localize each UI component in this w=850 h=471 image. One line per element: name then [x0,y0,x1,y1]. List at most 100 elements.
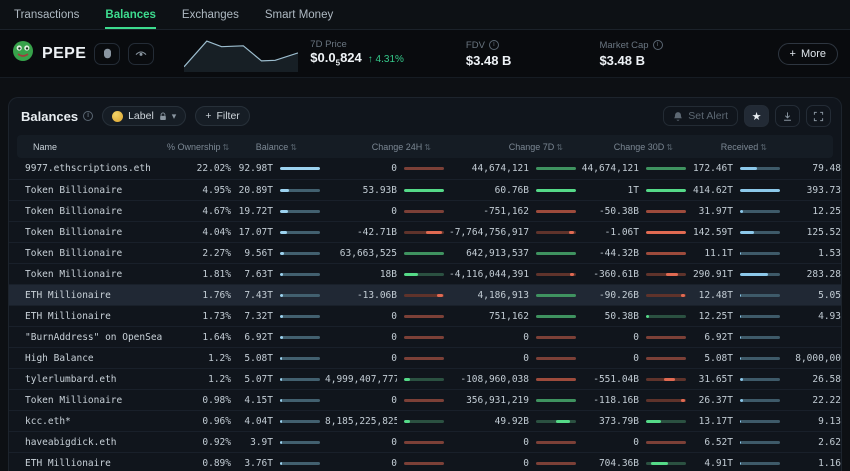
row-balance: 6.92T [244,331,273,343]
contract-icon [103,48,111,59]
received-bar [733,167,785,170]
table-row[interactable]: Token Billionaire 4.95% 20.89T 53.93B 60… [9,179,841,200]
market-cap-block: Market Cap $3.48 B [599,40,663,68]
row-balance: 17.07T [238,226,273,238]
watch-button[interactable] [128,42,155,65]
table-row[interactable]: ETH Millionaire 1.76% 7.43T -13.06B 4,18… [9,284,841,305]
row-change-7d: 0 [523,352,529,364]
favorite-button[interactable]: ★ [744,105,769,127]
token-group: PEPE [12,40,155,67]
filter-button[interactable]: + Filter [195,106,250,126]
table-row[interactable]: 9977.ethscriptions.eth 22.02% 92.98T 0 4… [9,158,841,179]
col-header-balance[interactable]: Balance ⇅ [255,141,297,152]
row-ownership: 2.27% [202,247,231,259]
row-name[interactable]: ETH Millionaire [25,310,111,322]
change-7d-bar [529,356,581,360]
row-name[interactable]: ETH Millionaire [25,457,111,469]
row-received: 290.91T [692,268,733,280]
row-name[interactable]: Token Billionaire [25,184,123,196]
received-bar [733,356,785,360]
row-sent: 12.25 [812,205,841,217]
change-7d-bar [529,398,581,402]
row-ownership: 0.96% [202,415,231,427]
balance-bar [273,167,325,170]
row-name[interactable]: Token Billionaire [25,247,123,259]
row-name[interactable]: "BurnAddress" on OpenSea [25,331,163,343]
col-header-change-7d[interactable]: Change 7D ⇅ [508,141,563,152]
row-change-7d: 60.76B [494,184,529,196]
row-received: 12.25T [698,310,733,322]
row-balance: 5.07T [244,373,273,385]
tab-transactions[interactable]: Transactions [14,8,80,21]
row-name[interactable]: Token Millionaire [25,394,123,406]
change-30d-bar [639,167,691,170]
table-row[interactable]: tylerlumbard.eth 1.2% 5.07T 4,999,407,77… [9,368,841,389]
row-change-24h: 0 [391,394,397,406]
change-7d-bar [529,419,581,423]
row-ownership: 0.89% [202,457,231,469]
row-received: 13.17T [698,415,733,427]
bell-icon [674,111,683,121]
table-row[interactable]: Token Billionaire 4.04% 17.07T -42.71B -… [9,221,841,242]
col-header-change-30d[interactable]: Change 30D ⇅ [613,141,673,152]
table-row[interactable]: Token Millionaire 0.98% 4.15T 0 356,931,… [9,389,841,410]
row-balance: 20.89T [238,184,273,196]
row-change-7d: 751,162 [488,310,529,322]
row-name[interactable]: High Balance [25,352,94,364]
row-sent: 1.53 [818,247,841,259]
row-name[interactable]: kcc.eth* [25,415,71,427]
change-7d-bar [529,293,581,297]
row-name[interactable]: Token Millionaire [25,268,123,280]
label-filter-chip[interactable]: Label ▾ [102,106,187,126]
table-row[interactable]: kcc.eth* 0.96% 4.04T 8,185,225,825 49.92… [9,410,841,431]
change-7d-bar [529,314,581,318]
row-name[interactable]: haveabigdick.eth [25,436,117,448]
change-7d-bar [529,335,581,339]
table-row[interactable]: haveabigdick.eth 0.92% 3.9T 0 0 0 6.52T … [9,431,841,452]
change-24h-bar [397,440,449,444]
table-row[interactable]: ETH Millionaire 1.73% 7.32T 0 751,162 50… [9,305,841,326]
col-header-change-24h[interactable]: Change 24H ⇅ [371,141,431,152]
table-row[interactable]: "BurnAddress" on OpenSea 1.64% 6.92T 0 0… [9,326,841,347]
change-24h-bar [397,419,449,423]
download-button[interactable] [775,105,800,127]
sort-icon: ⇅ [760,142,767,152]
received-bar [733,251,785,255]
more-button[interactable]: + More [777,42,838,65]
info-icon[interactable] [488,40,499,50]
table-row[interactable]: Token Billionaire 2.27% 9.56T 63,663,525… [9,242,841,263]
received-bar [733,440,785,444]
change-7d-bar [529,377,581,381]
table-row[interactable]: ETH Millionaire 0.89% 3.76T 0 0 704.36B … [9,452,841,471]
fdv-block: FDV $3.48 B [466,40,512,68]
row-change-30d: -50.38B [598,205,639,217]
row-name[interactable]: ETH Millionaire [25,289,111,301]
info-icon[interactable] [652,40,663,50]
tab-smart-money[interactable]: Smart Money [264,8,334,21]
row-name[interactable]: 9977.ethscriptions.eth [25,163,151,174]
col-header-received[interactable]: Received ⇅ [720,141,767,152]
table-row[interactable]: Token Billionaire 4.67% 19.72T 0 -751,16… [9,200,841,221]
row-sent: 4.93 [818,310,841,322]
info-icon[interactable] [83,111,94,121]
fullscreen-button[interactable] [806,105,831,127]
token-logo-icon [12,40,34,67]
contract-button[interactable] [94,42,121,65]
row-balance: 19.72T [238,205,273,217]
table-row[interactable]: High Balance 1.2% 5.08T 0 0 0 5.08T 8,00… [9,347,841,368]
row-change-7d: -7,764,756,917 [449,226,529,238]
row-name[interactable]: Token Billionaire [25,205,123,217]
change-7d-bar [529,440,581,444]
tab-balances[interactable]: Balances [105,0,156,29]
price-value: $0.05824 [310,50,362,68]
set-alert-button[interactable]: Set Alert [663,106,738,126]
row-sent: 5.05 [818,289,841,301]
row-ownership: 1.64% [202,331,231,343]
col-header-ownership[interactable]: % Ownership ⇅ [167,141,230,152]
tab-exchanges[interactable]: Exchanges [181,8,239,21]
table-row[interactable]: Token Millionaire 1.81% 7.63T 18B -4,116… [9,263,841,284]
row-name[interactable]: Token Billionaire [25,226,123,238]
row-name[interactable]: tylerlumbard.eth [25,373,117,385]
row-balance: 7.63T [244,268,273,280]
row-change-30d: -44.32B [598,247,639,259]
